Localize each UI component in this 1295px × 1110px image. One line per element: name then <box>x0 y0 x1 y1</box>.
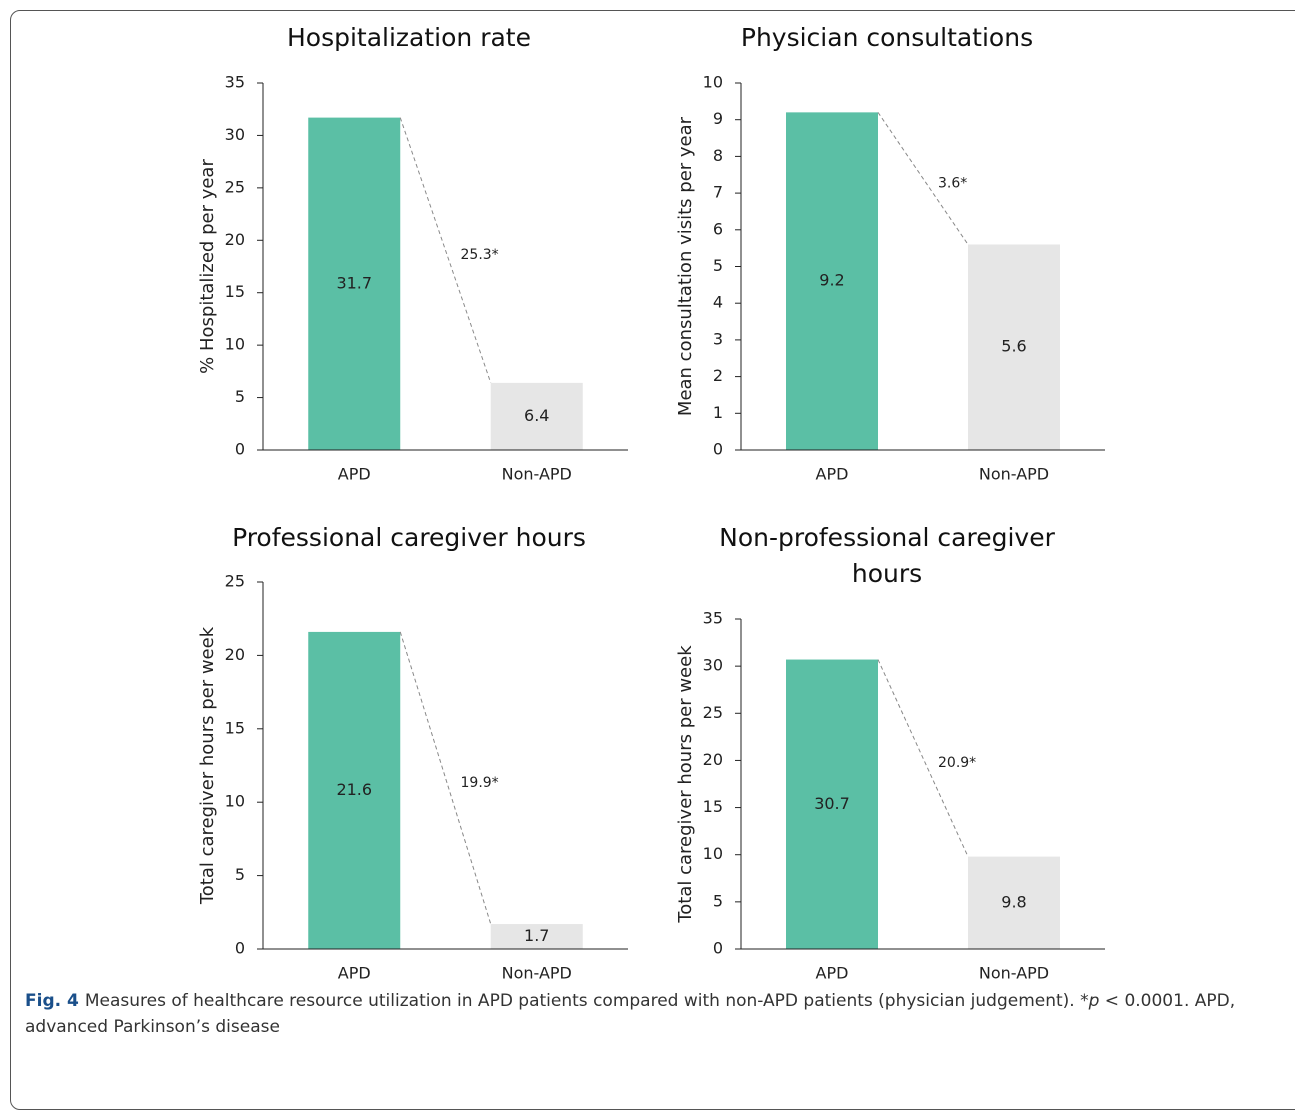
y-axis-label: Total caregiver hours per week <box>197 626 218 905</box>
caption-text: Measures of healthcare resource utilizat… <box>84 991 1089 1011</box>
annotation: 20.9* <box>938 755 976 771</box>
bar <box>968 856 1060 949</box>
y-tick-label: 0 <box>235 440 245 459</box>
y-tick-label: 15 <box>225 282 245 301</box>
y-tick-label: 10 <box>703 844 723 863</box>
y-tick-label: 0 <box>713 440 723 459</box>
y-axis-label: % Hospitalized per year <box>197 159 218 374</box>
y-tick-label: 5 <box>235 387 245 406</box>
y-tick-label: 0 <box>713 939 723 958</box>
y-tick-label: 25 <box>225 572 245 591</box>
y-tick-label: 4 <box>713 293 723 312</box>
value-label: 1.7 <box>524 926 549 945</box>
x-tick-label: Non-APD <box>979 964 1049 983</box>
chart-title: Non-professional caregiver hours <box>719 523 1055 588</box>
y-tick-label: 10 <box>225 335 245 354</box>
bar <box>308 117 401 451</box>
bar <box>968 244 1060 450</box>
y-tick-label: 5 <box>713 891 723 910</box>
y-tick-label: 5 <box>713 256 723 275</box>
y-tick-label: 10 <box>225 792 245 811</box>
x-tick-label: Non-APD <box>502 964 572 983</box>
y-tick-label: 8 <box>713 146 723 165</box>
caption: Fig. 4 Measures of healthcare resource ut… <box>25 988 1257 1040</box>
difference-line <box>399 117 492 384</box>
y-tick-label: 7 <box>713 183 723 202</box>
value-label: 9.8 <box>1001 892 1026 911</box>
y-tick-label: 30 <box>703 656 723 675</box>
value-label: 6.4 <box>524 406 549 425</box>
y-tick-label: 15 <box>703 797 723 816</box>
y-tick-label: 35 <box>703 609 723 628</box>
bar <box>490 382 583 450</box>
y-tick-label: 0 <box>235 939 245 958</box>
annotation: 19.9* <box>461 775 499 791</box>
y-tick-label: 9 <box>713 109 723 128</box>
y-axis-label: Mean consultation visits per year <box>675 116 696 416</box>
bar <box>490 924 583 949</box>
y-tick-label: 25 <box>703 703 723 722</box>
bar <box>308 631 401 949</box>
y-tick-label: 15 <box>225 718 245 737</box>
difference-line <box>877 659 969 857</box>
annotation: 3.6* <box>938 175 967 191</box>
x-tick-label: APD <box>338 964 371 983</box>
bar <box>786 112 878 451</box>
y-tick-label: 20 <box>703 750 723 769</box>
caption-label: Fig. 4 <box>25 991 79 1011</box>
chart-title: Physician consultations <box>740 23 1034 52</box>
y-tick-label: 20 <box>225 645 245 664</box>
annotation: 25.3* <box>461 247 499 263</box>
y-tick-label: 5 <box>235 865 245 884</box>
difference-line <box>877 112 969 245</box>
x-tick-label: Non-APD <box>979 465 1049 484</box>
value-label: 30.7 <box>814 794 850 813</box>
caption-text: p <box>1088 991 1100 1011</box>
chart-title: Hospitalization rate <box>286 23 531 52</box>
y-tick-label: 10 <box>703 73 723 92</box>
y-tick-label: 3 <box>713 329 723 348</box>
x-tick-label: APD <box>816 964 849 983</box>
chart-title: Professional caregiver hours <box>232 523 586 552</box>
y-tick-label: 1 <box>713 403 723 422</box>
difference-line <box>399 631 492 925</box>
value-label: 9.2 <box>819 271 844 290</box>
value-label: 31.7 <box>336 273 372 292</box>
y-tick-label: 6 <box>713 219 723 238</box>
y-tick-label: 25 <box>225 177 245 196</box>
x-tick-label: Non-APD <box>502 465 572 484</box>
x-tick-label: APD <box>338 465 371 484</box>
y-axis-label: Total caregiver hours per week <box>675 645 696 924</box>
value-label: 5.6 <box>1001 337 1026 356</box>
bar <box>786 659 878 949</box>
value-label: 21.6 <box>336 780 372 799</box>
x-tick-label: APD <box>816 465 849 484</box>
y-tick-label: 30 <box>225 125 245 144</box>
y-tick-label: 20 <box>225 230 245 249</box>
page: {"chart_data": [ {"type": "bar", "title"… <box>10 10 1295 1110</box>
y-tick-label: 35 <box>225 73 245 92</box>
y-tick-label: 2 <box>713 366 723 385</box>
caption-text: < 0.0001. APD, advanced Parkinson’s dise… <box>25 991 1236 1037</box>
